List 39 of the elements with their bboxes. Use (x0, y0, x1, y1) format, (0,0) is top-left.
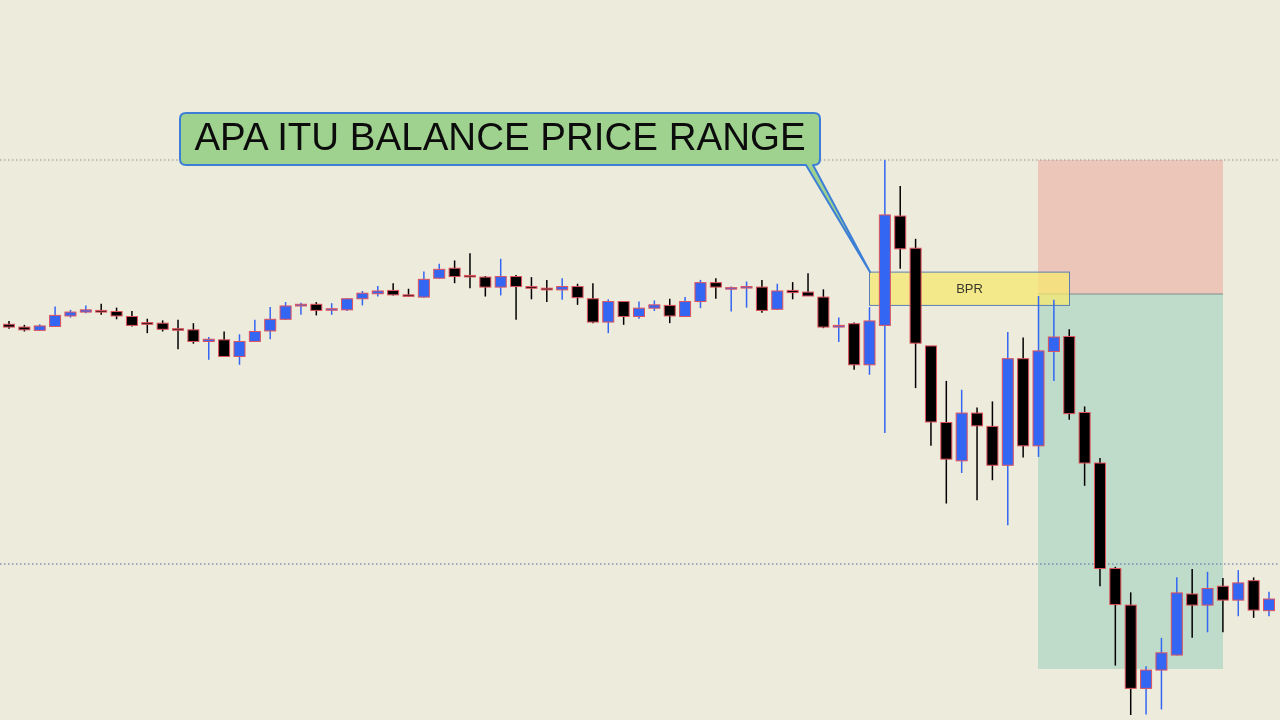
candlestick (233, 333, 246, 366)
chart-title: APA ITU BALANCE PRICE RANGE (194, 115, 806, 158)
candlestick (740, 280, 753, 309)
candlestick (755, 279, 768, 314)
candlestick (832, 316, 845, 343)
candlestick (218, 330, 231, 358)
candlestick (1155, 637, 1168, 711)
candlestick (694, 279, 707, 309)
candlestick (586, 282, 599, 324)
band-label: BPR (956, 281, 983, 297)
candlestick (494, 258, 507, 297)
candlestick (1186, 568, 1199, 639)
candlestick (725, 285, 738, 313)
candlestick (525, 276, 538, 301)
candlestick (556, 277, 569, 301)
candlestick (294, 301, 307, 316)
candlestick (264, 306, 277, 341)
candlestick (202, 336, 215, 361)
candlestick (540, 279, 553, 303)
candlestick (802, 272, 815, 297)
candlestick (463, 252, 476, 289)
candlestick (448, 259, 461, 284)
candlestick (417, 270, 430, 299)
candlestick (709, 277, 722, 300)
candlestick (1232, 569, 1245, 617)
candlestick (1263, 591, 1275, 617)
candlestick (95, 302, 108, 316)
candlestick (510, 274, 523, 321)
candlestick (571, 283, 584, 306)
candlestick (1047, 299, 1060, 382)
candlestick (1216, 577, 1229, 634)
candlestick (663, 298, 676, 324)
candlestick (602, 298, 615, 334)
candlestick (1140, 665, 1153, 716)
candlestick (771, 283, 784, 311)
candlestick (172, 319, 185, 351)
candlestick (971, 406, 984, 501)
candlestick (187, 322, 200, 345)
candlestick (1201, 571, 1214, 634)
